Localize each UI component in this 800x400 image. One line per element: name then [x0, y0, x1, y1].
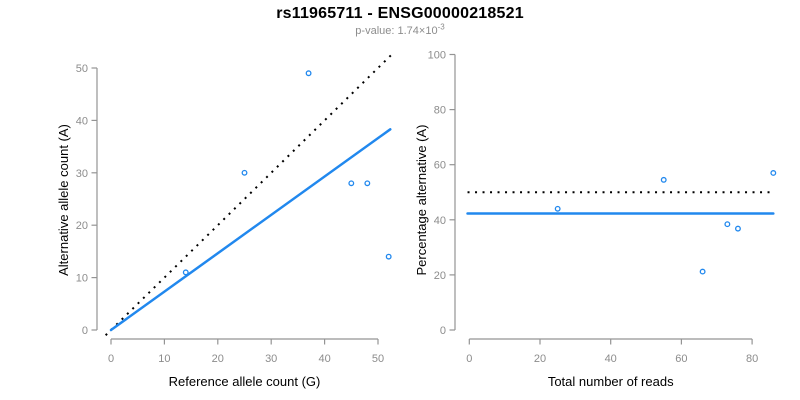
- data-point: [305, 70, 312, 77]
- identity-line: [104, 52, 394, 336]
- x-axis-tick-label: 50: [372, 353, 384, 365]
- fit-line: [109, 128, 392, 332]
- x-axis-tick-label: 40: [605, 353, 617, 365]
- percentage-reads-plot: 0 20 40 60 80 0 20 40 60 80 100 Total number of rea…: [414, 50, 777, 389]
- y-axis-tick-label: 30: [76, 168, 88, 180]
- data-point: [385, 253, 392, 260]
- y-axis-tick-label: 50: [76, 63, 88, 75]
- x-axis-tick-label: 0: [466, 353, 472, 365]
- x-axis-tick-label: 40: [318, 353, 330, 365]
- pvalue-text: p-value: 1.74×10: [355, 25, 438, 37]
- figure-subtitle: p-value: 1.74×10-3: [0, 22, 800, 37]
- allele-counts-plot: 0 10 20 30 40 50 0 10 20 30 40 50 Reference allele c…: [56, 52, 394, 389]
- pvalue-exponent: -3: [437, 22, 445, 32]
- data-point: [348, 180, 355, 187]
- data-point: [724, 221, 731, 228]
- x-axis-tick-label: 20: [534, 353, 546, 365]
- data-point: [735, 225, 741, 232]
- x-axis-tick-label: 30: [265, 353, 277, 365]
- y-axis-tick-label: 60: [434, 160, 446, 172]
- data-point: [554, 205, 561, 212]
- y-axis-title: Alternative allele count (A): [56, 124, 71, 276]
- y-axis-tick-label: 20: [434, 270, 446, 282]
- x-axis-title: Total number of reads: [548, 374, 674, 389]
- data-point: [770, 170, 777, 176]
- y-axis-tick-label: 20: [76, 220, 88, 232]
- y-axis-tick-label: 80: [434, 105, 446, 117]
- data-point: [241, 169, 248, 176]
- figure-title: rs11965711 - ENSG00000218521: [276, 5, 524, 22]
- x-axis-tick-label: 10: [158, 353, 170, 365]
- x-axis-tick-label: 60: [675, 353, 687, 365]
- y-axis-tick-label: 40: [434, 215, 446, 227]
- y-axis-tick-label: 0: [440, 325, 446, 337]
- x-axis-tick-label: 0: [108, 353, 114, 365]
- data-point: [182, 269, 189, 276]
- y-axis-title: Percentage alternative (A): [414, 124, 429, 275]
- data-point: [660, 176, 667, 183]
- y-axis-tick-label: 10: [76, 273, 88, 285]
- data-point: [699, 268, 706, 275]
- x-axis-tick-label: 80: [746, 353, 758, 365]
- data-point: [364, 180, 371, 187]
- x-axis-title: Reference allele count (G): [169, 374, 321, 389]
- x-axis-tick-label: 20: [212, 353, 224, 365]
- y-axis-tick-label: 40: [76, 115, 88, 127]
- y-axis-tick-label: 100: [428, 50, 446, 62]
- y-axis-tick-label: 0: [82, 325, 88, 337]
